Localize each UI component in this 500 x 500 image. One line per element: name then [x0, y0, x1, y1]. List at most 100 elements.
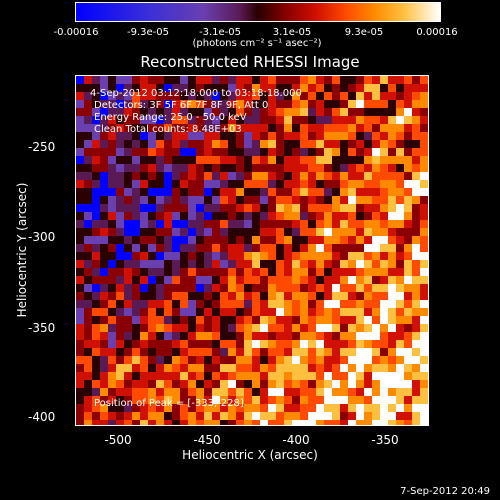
heatmap-cell — [252, 316, 260, 324]
heatmap-cell — [404, 292, 412, 300]
heatmap-cell — [84, 252, 92, 260]
heatmap-cell — [108, 212, 116, 220]
heatmap-cell — [84, 116, 92, 124]
heatmap-cell — [180, 388, 188, 396]
heatmap-cell — [92, 140, 100, 148]
heatmap-cell — [284, 260, 292, 268]
heatmap-cell — [292, 316, 300, 324]
heatmap-cell — [116, 276, 124, 284]
heatmap-cell — [108, 92, 116, 100]
heatmap-cell — [404, 84, 412, 92]
heatmap-cell — [364, 148, 372, 156]
heatmap-cell — [220, 260, 228, 268]
heatmap-cell — [84, 76, 92, 84]
heatmap-cell — [76, 260, 84, 268]
heatmap-cell — [284, 388, 292, 396]
heatmap-cell — [332, 372, 340, 380]
heatmap-cell — [260, 84, 268, 92]
heatmap-cell — [420, 100, 428, 108]
heatmap-cell — [212, 388, 220, 396]
heatmap-cell — [188, 100, 196, 108]
heatmap-cell — [76, 284, 84, 292]
heatmap-cell — [244, 316, 252, 324]
heatmap-cell — [140, 228, 148, 236]
heatmap-cell — [276, 404, 284, 412]
heatmap-cell — [76, 316, 84, 324]
heatmap-cell — [164, 412, 172, 420]
heatmap-cell — [380, 84, 388, 92]
heatmap-cell — [412, 412, 420, 420]
heatmap-cell — [380, 316, 388, 324]
heatmap-cell — [284, 396, 292, 404]
heatmap-cell — [420, 228, 428, 236]
heatmap-cell — [172, 204, 180, 212]
heatmap-cell — [380, 404, 388, 412]
heatmap-cell — [172, 388, 180, 396]
heatmap-cell — [180, 252, 188, 260]
heatmap-cell — [404, 140, 412, 148]
heatmap-cell — [180, 76, 188, 84]
heatmap-cell — [164, 380, 172, 388]
heatmap-cell — [188, 356, 196, 364]
heatmap-cell — [188, 396, 196, 404]
heatmap-cell — [196, 148, 204, 156]
heatmap-cell — [260, 316, 268, 324]
heatmap-cell — [388, 148, 396, 156]
heatmap-cell — [292, 188, 300, 196]
heatmap-cell — [172, 356, 180, 364]
heatmap-cell — [292, 180, 300, 188]
colorbar-tick: -9.3e-05 — [127, 27, 169, 38]
heatmap-cell — [188, 300, 196, 308]
heatmap-cell — [340, 420, 348, 425]
heatmap-cell — [348, 236, 356, 244]
heatmap-cell — [188, 140, 196, 148]
heatmap-cell — [180, 404, 188, 412]
heatmap-cell — [188, 412, 196, 420]
heatmap-cell — [228, 92, 236, 100]
heatmap-cell — [140, 188, 148, 196]
heatmap-cell — [412, 100, 420, 108]
heatmap-cell — [196, 252, 204, 260]
heatmap-cell — [76, 364, 84, 372]
heatmap-cell — [92, 324, 100, 332]
heatmap-cell — [140, 340, 148, 348]
heatmap-cell — [388, 348, 396, 356]
heatmap-cell — [276, 172, 284, 180]
heatmap-cell — [76, 356, 84, 364]
heatmap-cell — [108, 260, 116, 268]
heatmap-cell — [164, 292, 172, 300]
heatmap-cell — [116, 412, 124, 420]
heatmap-cell — [228, 236, 236, 244]
heatmap-cell — [396, 284, 404, 292]
heatmap-cell — [252, 100, 260, 108]
heatmap-cell — [108, 124, 116, 132]
heatmap-cell — [404, 212, 412, 220]
heatmap-cell — [244, 268, 252, 276]
heatmap-cell — [388, 388, 396, 396]
heatmap-cell — [420, 92, 428, 100]
heatmap-cell — [124, 340, 132, 348]
heatmap-cell — [340, 364, 348, 372]
heatmap-cell — [292, 388, 300, 396]
heatmap-cell — [396, 404, 404, 412]
heatmap-cell — [156, 156, 164, 164]
heatmap-cell — [228, 204, 236, 212]
heatmap-cell — [212, 140, 220, 148]
heatmap-cell — [356, 284, 364, 292]
heatmap-cell — [148, 348, 156, 356]
heatmap-cell — [212, 380, 220, 388]
heatmap-cell — [348, 380, 356, 388]
heatmap-cell — [260, 308, 268, 316]
heatmap-cell — [404, 252, 412, 260]
heatmap-cell — [252, 348, 260, 356]
heatmap-cell — [300, 140, 308, 148]
heatmap-cell — [340, 324, 348, 332]
heatmap-cell — [388, 156, 396, 164]
heatmap-cell — [180, 356, 188, 364]
heatmap-cell — [204, 412, 212, 420]
heatmap-cell — [388, 220, 396, 228]
heatmap-cell — [356, 324, 364, 332]
heatmap-cell — [348, 124, 356, 132]
heatmap-cell — [196, 228, 204, 236]
heatmap-cell — [188, 228, 196, 236]
